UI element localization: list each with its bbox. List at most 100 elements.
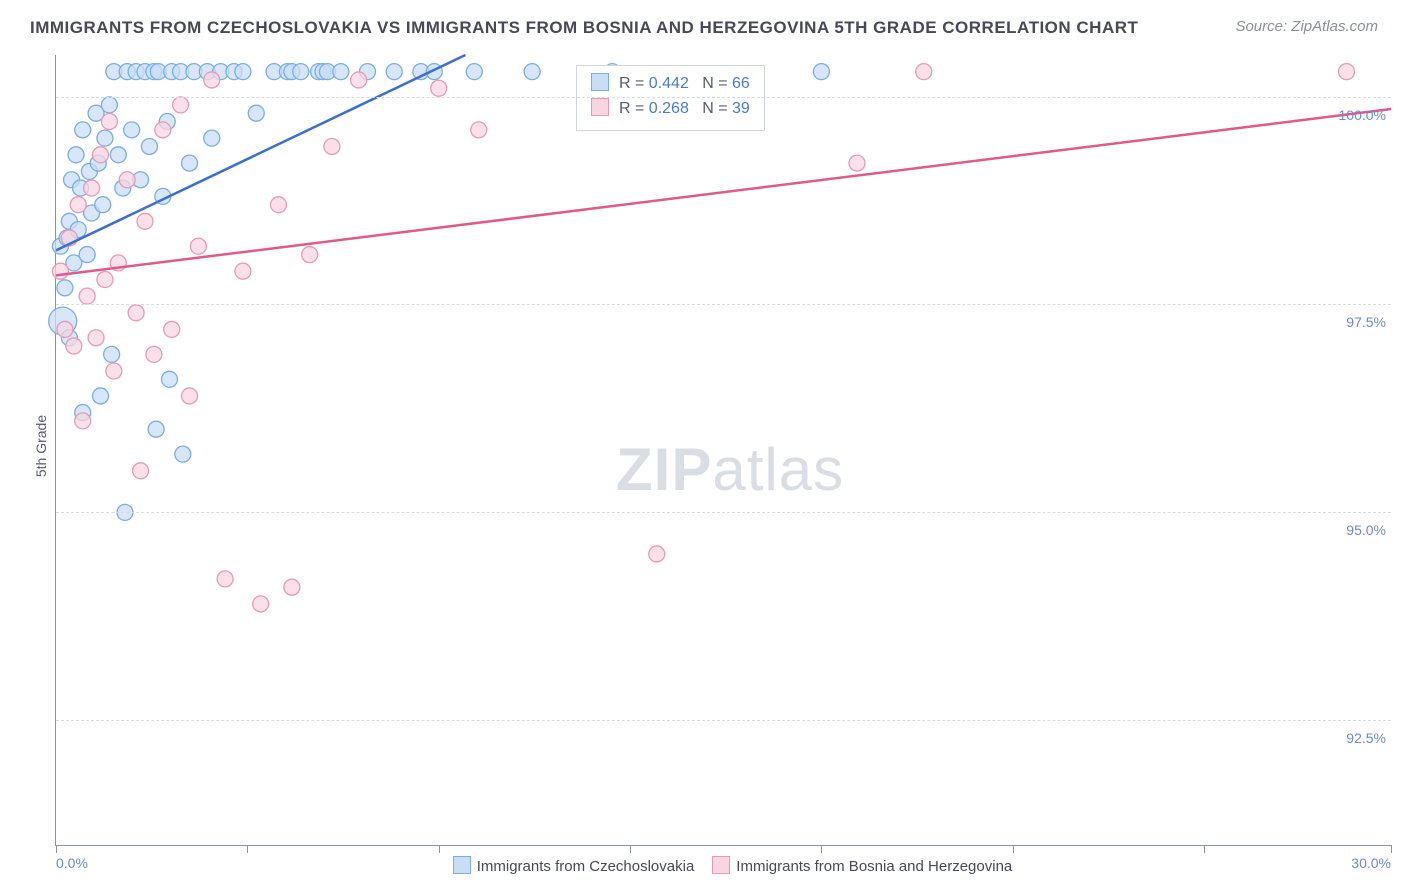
scatter-point-czech [293, 64, 309, 80]
stats-r-value: 0.268 [649, 100, 689, 117]
scatter-point-bosnia [190, 238, 206, 254]
stats-row-czech: R = 0.442 N = 66 [591, 72, 750, 97]
scatter-point-bosnia [253, 596, 269, 612]
scatter-point-czech [182, 155, 198, 171]
legend-label-czech: Immigrants from Czechoslovakia [477, 858, 695, 875]
scatter-point-bosnia [431, 80, 447, 96]
scatter-point-czech [110, 147, 126, 163]
stats-row-bosnia: R = 0.268 N = 39 [591, 97, 750, 122]
x-tick [821, 845, 822, 853]
scatter-point-czech [466, 64, 482, 80]
scatter-point-czech [97, 130, 113, 146]
scatter-point-bosnia [88, 330, 104, 346]
scatter-point-czech [386, 64, 402, 80]
stats-swatch-czech [591, 73, 609, 91]
trend-line-bosnia [56, 109, 1391, 275]
x-tick [439, 845, 440, 853]
x-tick [1391, 845, 1392, 853]
stats-swatch-bosnia [591, 98, 609, 116]
scatter-point-czech [175, 446, 191, 462]
scatter-point-czech [333, 64, 349, 80]
scatter-point-bosnia [302, 247, 318, 263]
scatter-point-czech [235, 64, 251, 80]
plot-area: ZIPatlas R = 0.442 N = 66R = 0.268 N = 3… [55, 55, 1391, 846]
stats-r-value: 0.442 [649, 75, 689, 92]
scatter-point-bosnia [84, 180, 100, 196]
gridline [56, 97, 1391, 98]
x-tick [1204, 845, 1205, 853]
scatter-point-bosnia [101, 114, 117, 130]
scatter-point-bosnia [128, 305, 144, 321]
scatter-point-bosnia [97, 272, 113, 288]
scatter-point-czech [95, 197, 111, 213]
scatter-point-czech [141, 138, 157, 154]
gridline [56, 720, 1391, 721]
legend-swatch-bosnia [712, 856, 730, 874]
stats-r-label: R = [619, 100, 649, 117]
scatter-point-czech [161, 371, 177, 387]
scatter-point-bosnia [137, 213, 153, 229]
stats-n-value: 66 [732, 75, 750, 92]
stats-box: R = 0.442 N = 66R = 0.268 N = 39 [576, 65, 765, 131]
scatter-point-bosnia [324, 138, 340, 154]
scatter-point-bosnia [271, 197, 287, 213]
scatter-point-bosnia [916, 64, 932, 80]
bottom-legend: Immigrants from Czechoslovakia Immigrants… [56, 856, 1391, 875]
y-grid-label: 92.5% [1346, 730, 1386, 746]
scatter-point-czech [124, 122, 140, 138]
scatter-point-bosnia [1339, 64, 1355, 80]
scatter-point-bosnia [119, 172, 135, 188]
scatter-point-czech [524, 64, 540, 80]
scatter-point-czech [204, 130, 220, 146]
scatter-point-czech [79, 247, 95, 263]
scatter-point-bosnia [52, 263, 68, 279]
scatter-point-bosnia [75, 413, 91, 429]
scatter-point-bosnia [849, 155, 865, 171]
scatter-point-bosnia [70, 197, 86, 213]
scatter-point-bosnia [146, 346, 162, 362]
x-tick [56, 845, 57, 853]
stats-r-label: R = [619, 75, 649, 92]
scatter-point-bosnia [235, 263, 251, 279]
scatter-point-czech [148, 421, 164, 437]
scatter-point-bosnia [66, 338, 82, 354]
scatter-point-bosnia [182, 388, 198, 404]
scatter-point-bosnia [106, 363, 122, 379]
scatter-point-czech [68, 147, 84, 163]
x-tick [247, 845, 248, 853]
scatter-point-czech [75, 122, 91, 138]
y-grid-label: 97.5% [1346, 314, 1386, 330]
y-grid-label: 100.0% [1339, 107, 1386, 123]
x-tick [630, 845, 631, 853]
scatter-point-czech [813, 64, 829, 80]
scatter-point-bosnia [93, 147, 109, 163]
legend-swatch-czech [453, 856, 471, 874]
y-axis-label: 5th Grade [33, 415, 49, 477]
scatter-point-bosnia [471, 122, 487, 138]
scatter-point-bosnia [217, 571, 233, 587]
source-label: Source: ZipAtlas.com [1235, 18, 1378, 35]
scatter-point-bosnia [155, 122, 171, 138]
scatter-point-bosnia [351, 72, 367, 88]
stats-n-label: N = [702, 75, 732, 92]
scatter-point-bosnia [649, 546, 665, 562]
scatter-point-bosnia [173, 97, 189, 113]
gridline [56, 512, 1391, 513]
gridline [56, 304, 1391, 305]
scatter-point-czech [57, 280, 73, 296]
y-grid-label: 95.0% [1346, 522, 1386, 538]
scatter-point-czech [104, 346, 120, 362]
scatter-point-bosnia [57, 321, 73, 337]
scatter-point-czech [248, 105, 264, 121]
legend-label-bosnia: Immigrants from Bosnia and Herzegovina [736, 858, 1012, 875]
stats-n-label: N = [702, 100, 732, 117]
scatter-point-czech [101, 97, 117, 113]
scatter-point-bosnia [133, 463, 149, 479]
scatter-point-bosnia [284, 579, 300, 595]
scatter-point-bosnia [164, 321, 180, 337]
stats-n-value: 39 [732, 100, 750, 117]
chart-svg [56, 55, 1391, 845]
scatter-point-bosnia [204, 72, 220, 88]
chart-title: IMMIGRANTS FROM CZECHOSLOVAKIA VS IMMIGR… [30, 18, 1138, 38]
scatter-point-bosnia [79, 288, 95, 304]
